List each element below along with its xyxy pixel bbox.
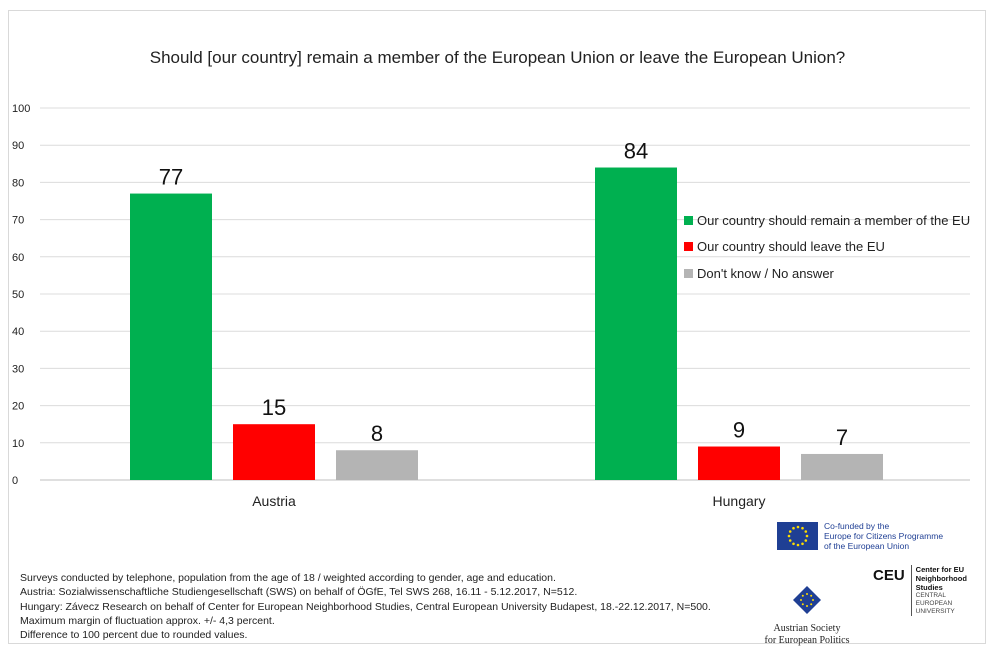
data-label: 15 [262, 395, 286, 420]
bar [233, 424, 315, 480]
footnote-line: Surveys conducted by telephone, populati… [20, 572, 556, 584]
ceu-text-line: Center for EU [915, 565, 965, 574]
footnote-line: Maximum margin of fluctuation approx. +/… [20, 614, 275, 627]
ceu-text-line: CENTRAL [915, 592, 947, 599]
ceu-text: Center for EU Neighborhood Studies CENTR… [910, 565, 967, 616]
legend-swatch-dont-know [684, 268, 693, 278]
chart-title: Should [our country] remain a member of … [149, 48, 846, 67]
asep-emblem-icon [793, 586, 821, 614]
eu-cofunding-text: Co-funded by the Europe for Citizens Pro… [824, 521, 943, 551]
footnote-line: Hungary: Závecz Research on behalf of Ce… [20, 600, 711, 613]
y-tick-label: 10 [12, 438, 24, 450]
y-tick-label: 70 [12, 215, 24, 227]
y-tick-label: 80 [12, 177, 24, 189]
chart-frame [8, 10, 986, 644]
asep-logo: Austrian Society for European Politics [752, 585, 862, 647]
bar [595, 167, 677, 480]
y-tick-label: 0 [12, 475, 18, 487]
eu-cofunding-logo: Co-funded by the Europe for Citizens Pro… [777, 521, 943, 551]
ceu-text-line: EUROPEAN [915, 600, 953, 607]
eu-text-line: Co-funded by the [824, 521, 890, 531]
footnote: Surveys conducted by telephone, populati… [20, 571, 711, 642]
y-tick-label: 90 [12, 140, 24, 152]
footnote-line: Austria: Sozialwissenschaftliche Studien… [20, 586, 578, 599]
eu-text-line: of the European Union [824, 541, 910, 551]
data-label: 7 [836, 425, 848, 450]
y-tick-label: 40 [12, 326, 24, 338]
x-category-label: Hungary [713, 493, 766, 509]
ceu-logo: CEU Center for EU Neighborhood Studies C… [873, 565, 967, 616]
legend-label-dont-know: Don't know / No answer [697, 265, 834, 281]
ceu-mark: CEU [873, 567, 905, 584]
ceu-text-line: UNIVERSITY [915, 608, 955, 615]
eu-text-line: Europe for Citizens Programme [824, 531, 944, 541]
bar [698, 446, 780, 480]
footnote-line: Difference to 100 percent due to rounded… [20, 629, 248, 642]
data-label: 84 [624, 139, 648, 164]
legend-item-dont-know: Don't know / No answer [684, 260, 970, 287]
ceu-text-line: Studies [915, 583, 943, 592]
legend-item-leave: Our country should leave the EU [684, 234, 970, 261]
legend-swatch-leave [684, 242, 693, 252]
x-category-label: Austria [252, 493, 296, 509]
legend-swatch-remain [684, 215, 693, 225]
y-tick-label: 60 [12, 252, 24, 264]
y-tick-label: 30 [12, 363, 24, 375]
bar [801, 453, 883, 480]
legend: Our country should remain a member of th… [684, 207, 970, 287]
asep-text-line: for European Politics [764, 635, 850, 646]
bar [130, 193, 212, 480]
data-label: 77 [159, 165, 183, 190]
data-label: 9 [733, 418, 745, 443]
y-tick-label: 20 [12, 401, 24, 413]
y-tick-label: 100 [12, 103, 30, 115]
asep-text-line: Austrian Society [773, 623, 841, 634]
bar [336, 450, 418, 480]
asep-text: Austrian Society for European Politics [752, 623, 862, 647]
legend-item-remain: Our country should remain a member of th… [684, 207, 970, 234]
y-tick-label: 50 [12, 289, 24, 301]
legend-label-leave: Our country should leave the EU [697, 239, 885, 255]
legend-label-remain: Our country should remain a member of th… [697, 212, 971, 228]
data-label: 8 [371, 421, 383, 446]
ceu-text-line: Neighborhood [915, 574, 967, 583]
eu-flag-icon [777, 522, 818, 550]
